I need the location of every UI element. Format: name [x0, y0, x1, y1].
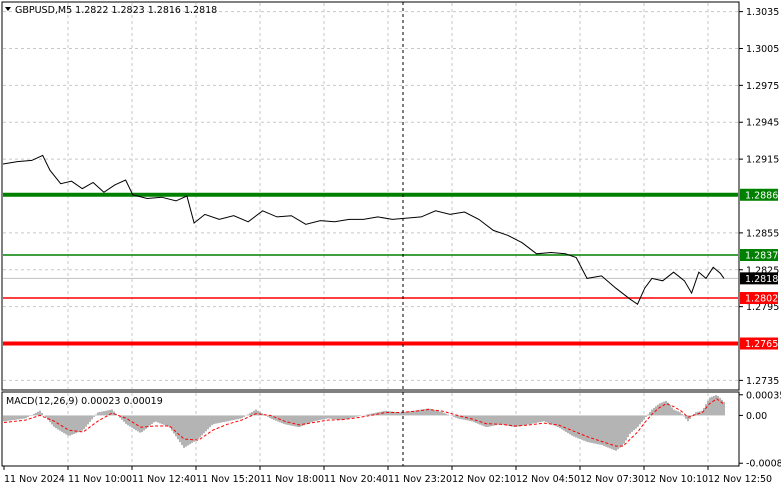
price-tick-label: 1.2915: [746, 155, 779, 166]
price-tick-label: 1.2855: [746, 228, 779, 239]
time-tick-label: 11 Nov 20:40: [324, 474, 388, 485]
price-tick-label: 1.2945: [746, 118, 779, 129]
macd-tick-label: 0.00: [746, 411, 767, 422]
time-tick-label: 11 Nov 10:00: [68, 474, 132, 485]
price-axis: 1.30351.30051.29751.29451.29151.28551.28…: [739, 7, 779, 387]
macd-tick-label: -0.00081: [746, 459, 781, 470]
time-axis: 11 Nov 2024 11 Nov 10:00 11 Nov 12:40 11 No…: [3, 466, 772, 485]
price-tick-label: 1.3005: [746, 44, 779, 55]
time-tick-label: 12 Nov 07:30: [580, 474, 644, 485]
level-labels: 1.2886 1.2837 1.2802 1.2765 1.2818: [740, 188, 778, 350]
price-tick-label: 1.2975: [746, 81, 779, 92]
time-tick-label: 11 Nov 2024: [4, 474, 65, 485]
level-price-tag: [740, 337, 778, 350]
level-price-label: 1.2837: [745, 251, 778, 262]
macd-title: MACD(12,26,9) 0.00023 0.00019: [6, 396, 163, 407]
level-price-tag: [740, 292, 778, 305]
price-tick-label: 1.2795: [746, 302, 779, 313]
last-price-label: 1.2818: [745, 274, 778, 285]
time-tick-label: 11 Nov 15:20: [196, 474, 260, 485]
level-price-label: 1.2765: [745, 339, 778, 350]
time-tick-label: 12 Nov 10:10: [644, 474, 708, 485]
symbol-menu-icon[interactable]: [5, 7, 11, 11]
last-price-tag: [740, 272, 778, 285]
time-tick-label: 11 Nov 12:40: [132, 474, 196, 485]
macd-pane[interactable]: 0.00035 0.00 -0.00081: [1, 390, 781, 470]
price-pane[interactable]: 1.30351.30051.29751.29451.29151.28551.28…: [1, 1, 779, 391]
time-tick-label: 12 Nov 04:50: [516, 474, 580, 485]
support-resistance-levels: [3, 192, 738, 346]
macd-histogram: [3, 395, 725, 451]
level-price-tag: [740, 249, 778, 262]
price-tick-label: 1.2735: [746, 376, 779, 387]
price-tick-label: 1.2825: [746, 265, 779, 276]
macd-tick-label: 0.00035: [746, 390, 781, 401]
time-tick-label: 12 Nov 12:50: [708, 474, 772, 485]
time-tick-label: 11 Nov 23:20: [388, 474, 452, 485]
time-tick-label: 11 Nov 18:00: [260, 474, 324, 485]
time-tick-label: 12 Nov 02:10: [452, 474, 516, 485]
level-price-label: 1.2886: [745, 190, 778, 201]
macd-axis: 0.00035 0.00 -0.00081: [739, 390, 781, 470]
price-line: [2, 154, 725, 305]
level-price-label: 1.2802: [745, 294, 778, 305]
symbol-header: GBPUSD,M5 1.2822 1.2823 1.2816 1.2818: [15, 5, 217, 16]
price-tick-label: 1.3035: [746, 7, 779, 18]
level-price-tag: [740, 188, 778, 201]
macd-signal-line: [3, 398, 725, 447]
